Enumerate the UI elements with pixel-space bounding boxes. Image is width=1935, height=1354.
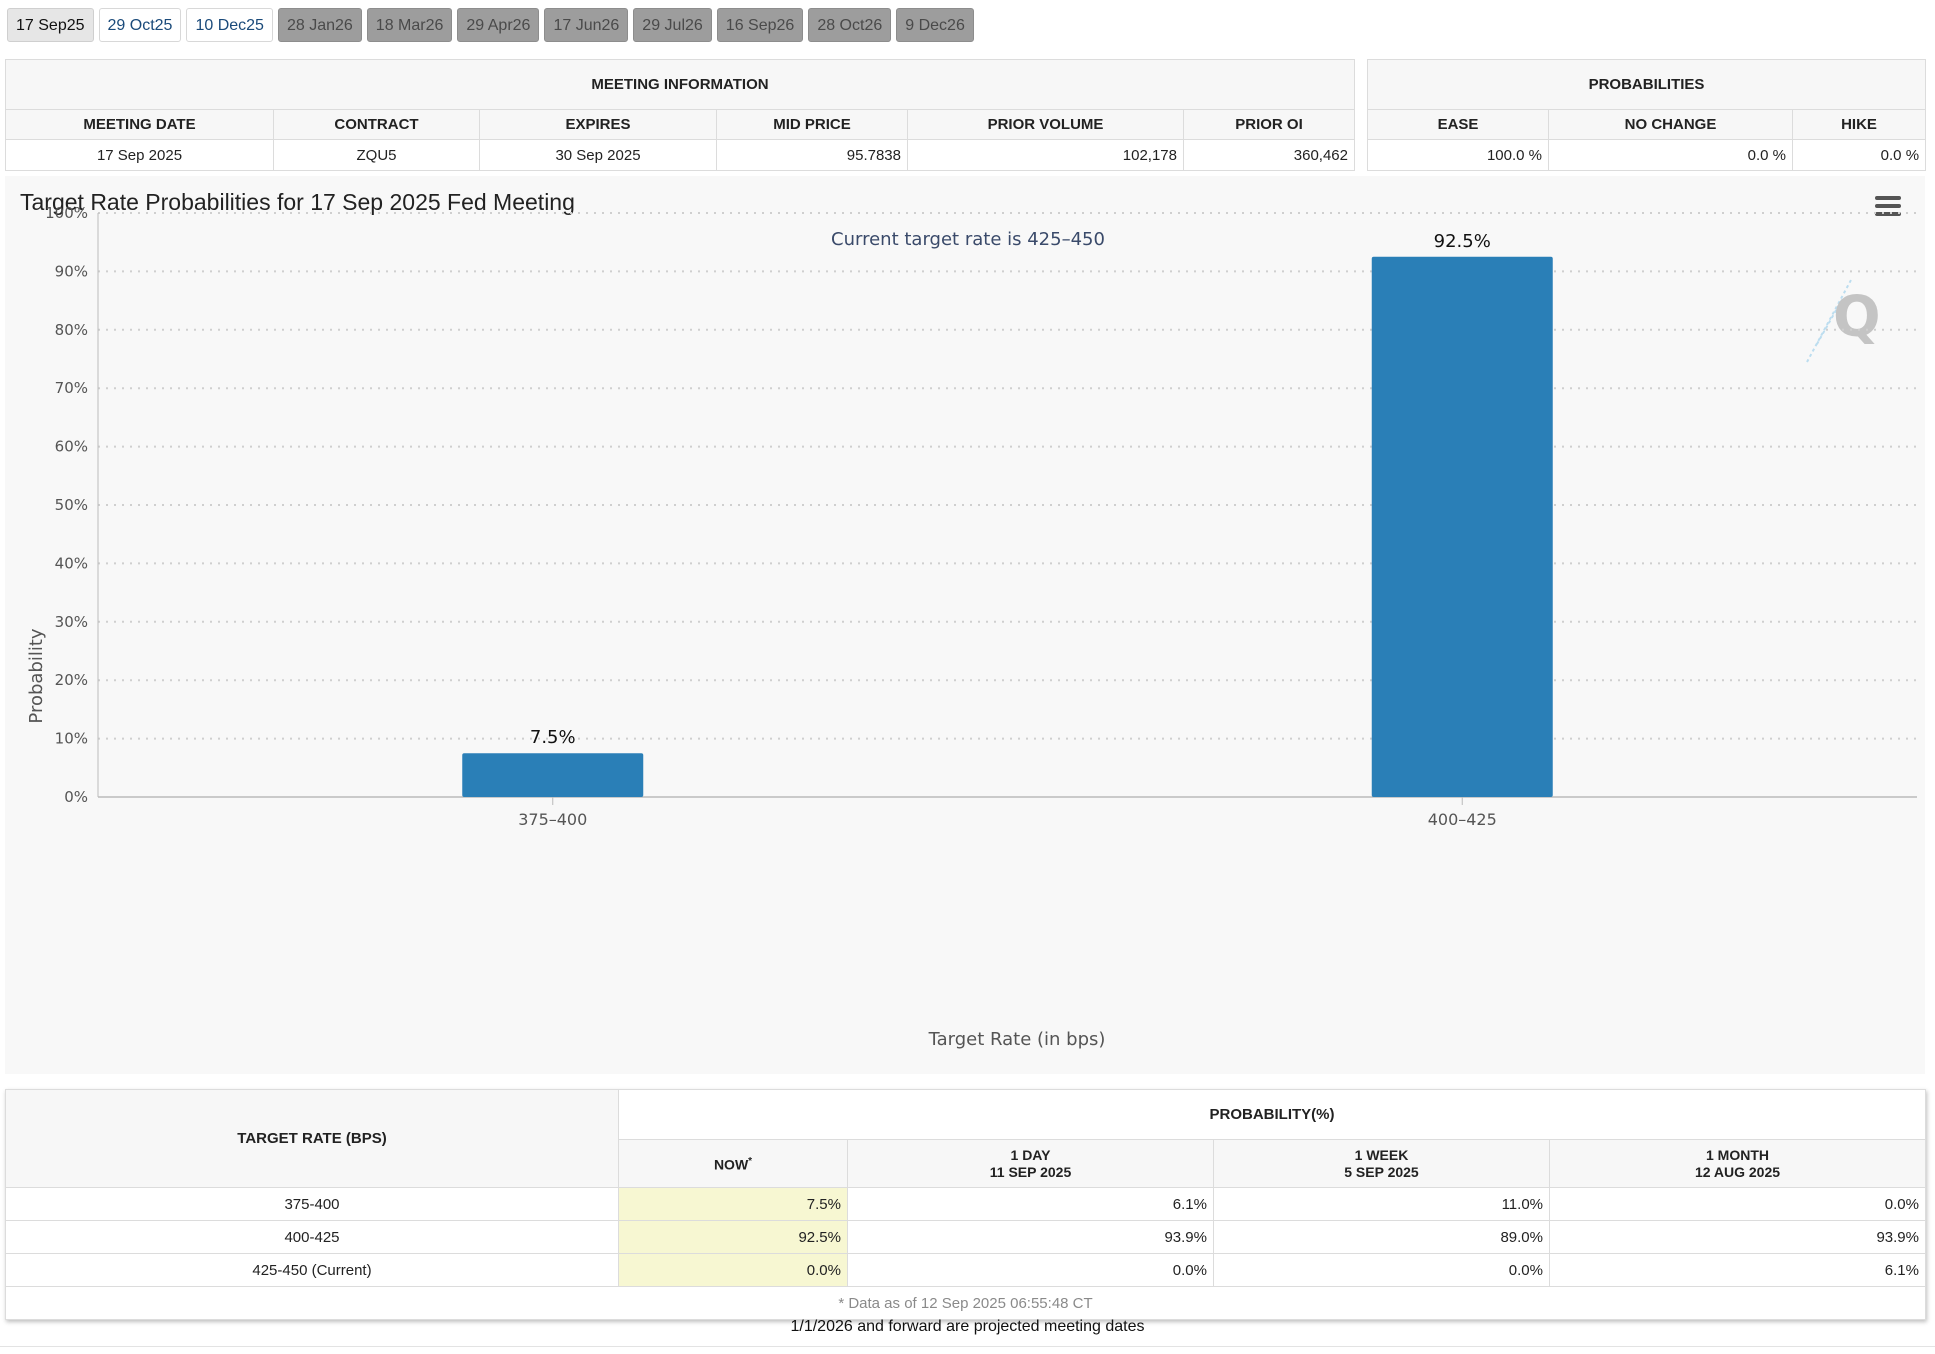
probability-value-cell: 0.0% [847, 1253, 1214, 1287]
bar[interactable] [1371, 256, 1553, 797]
target-rate-chart: Target Rate Probabilities for 17 Sep 202… [5, 176, 1925, 1074]
y-tick-label: 70% [55, 379, 88, 397]
meeting-tabs: 17 Sep25 29 Oct25 10 Dec25 28 Jan26 18 Mar26… [7, 8, 974, 44]
period-date: 11 SEP 2025 [989, 1163, 1072, 1180]
chart-axes: 0% 10% 20% 30% 40% 50% 60% 70% 80% 90% 100% 375–400… [45, 204, 1917, 829]
meeting-cell: 17 Sep 2025 [5, 139, 274, 171]
probability-column-header: EASE [1367, 109, 1549, 140]
tab-29-oct25[interactable]: 29 Oct25 [98, 8, 182, 42]
bar[interactable] [462, 753, 644, 797]
probability-value-cell: 93.9% [1549, 1220, 1926, 1254]
period-header: 1 WEEK 5 SEP 2025 [1213, 1139, 1550, 1188]
period-date: 5 SEP 2025 [1344, 1163, 1419, 1180]
chart-subtitle: Current target rate is 425–450 [831, 229, 1105, 250]
tab-10-dec25[interactable]: 10 Dec25 [186, 8, 273, 42]
probability-value-cell: 0.0% [1549, 1187, 1926, 1221]
period-label: 1 MONTH [1706, 1146, 1769, 1163]
y-tick-label: 80% [55, 321, 88, 339]
period-label: 1 WEEK [1354, 1146, 1409, 1163]
meeting-column-header: EXPIRES [479, 109, 717, 140]
y-tick-label: 90% [55, 262, 88, 280]
y-tick-label: 10% [55, 730, 88, 748]
meeting-column-header: PRIOR VOLUME [907, 109, 1184, 140]
target-rate-header: TARGET RATE (BPS) [5, 1089, 619, 1188]
tab-28-jan26[interactable]: 28 Jan26 [277, 8, 362, 42]
svg-text:Q: Q [1833, 285, 1881, 350]
meeting-cell: 95.7838 [716, 139, 908, 171]
probabilities-table: PROBABILITIES EASE NO CHANGE HIKE 100.0 % 0… [1366, 59, 1927, 171]
tab-17-sep25[interactable]: 17 Sep25 [7, 8, 94, 42]
data-timestamp-footnote: * Data as of 12 Sep 2025 06:55:48 CT [5, 1286, 1926, 1320]
period-label: 1 DAY [1010, 1146, 1051, 1163]
bar-data-label: 7.5% [530, 727, 576, 748]
tab-28-oct26[interactable]: 28 Oct26 [808, 8, 892, 42]
hamburger-menu-icon[interactable] [1875, 196, 1901, 216]
table-row: 400-425 92.5% 93.9% 89.0% 93.9% [5, 1220, 1926, 1254]
tab-18-mar26[interactable]: 18 Mar26 [366, 8, 453, 42]
meeting-cell: 102,178 [907, 139, 1184, 171]
y-tick-label: 100% [45, 204, 88, 222]
chart-bars: 7.5% 92.5% [462, 231, 1553, 797]
meeting-cell: 30 Sep 2025 [479, 139, 717, 171]
probability-value-cell: 89.0% [1213, 1220, 1550, 1254]
probability-cell: 0.0 % [1791, 139, 1927, 171]
probability-value-cell: 0.0% [618, 1253, 848, 1287]
period-date: 12 AUG 2025 [1694, 1163, 1781, 1180]
probability-value-cell: 6.1% [847, 1187, 1214, 1221]
period-label: NOW [713, 1156, 749, 1173]
chart-svg: Target Rate Probabilities for 17 Sep 202… [20, 189, 1917, 1050]
y-tick-label: 50% [55, 496, 88, 514]
probability-column-header: HIKE [1791, 109, 1927, 140]
target-rate-cell: 400-425 [5, 1220, 619, 1254]
tab-9-dec26[interactable]: 9 Dec26 [896, 8, 974, 42]
probability-value-cell: 11.0% [1213, 1187, 1550, 1221]
y-tick-label: 40% [55, 554, 88, 572]
target-rate-cell: 375-400 [5, 1187, 619, 1221]
tab-29-apr26[interactable]: 29 Apr26 [457, 8, 540, 42]
divider [0, 1346, 1935, 1347]
meeting-column-header: CONTRACT [273, 109, 480, 140]
probability-value-cell: 0.0% [1213, 1253, 1550, 1287]
x-tick-label: 400–425 [1428, 810, 1497, 829]
meeting-cell: 360,462 [1183, 139, 1355, 171]
tab-16-sep26[interactable]: 16 Sep26 [716, 8, 804, 42]
meeting-cell: ZQU5 [273, 139, 480, 171]
period-header: 1 MONTH 12 AUG 2025 [1549, 1139, 1926, 1188]
y-tick-label: 20% [55, 671, 88, 689]
y-axis-label: Probability [26, 628, 47, 723]
footnote-marker: * [748, 1156, 753, 1168]
probability-group-header: PROBABILITY(%) [618, 1089, 1926, 1140]
table-row: 375-400 7.5% 6.1% 11.0% 0.0% [5, 1187, 1926, 1221]
probability-value-cell: 92.5% [618, 1220, 848, 1254]
y-tick-label: 0% [64, 788, 88, 806]
target-rate-cell: 425-450 (Current) [5, 1253, 619, 1287]
meeting-column-header: MID PRICE [716, 109, 908, 140]
meeting-information-title: MEETING INFORMATION [5, 59, 1355, 110]
meeting-column-header: PRIOR OI [1183, 109, 1355, 140]
chart-gridlines [98, 212, 1917, 740]
projected-dates-note: 1/1/2026 and forward are projected meeti… [790, 1318, 1145, 1335]
x-axis-label: Target Rate (in bps) [928, 1029, 1106, 1050]
probability-cell: 0.0 % [1548, 139, 1793, 171]
tab-17-jun26[interactable]: 17 Jun26 [544, 8, 629, 42]
probability-cell: 100.0 % [1367, 139, 1549, 171]
y-tick-label: 60% [55, 438, 88, 456]
probability-value-cell: 7.5% [618, 1187, 848, 1221]
meeting-information-table: MEETING INFORMATION MEETING DATE CONTRACT… [5, 59, 1355, 171]
chart-title: Target Rate Probabilities for 17 Sep 202… [20, 189, 575, 215]
period-header: 1 DAY 11 SEP 2025 [847, 1139, 1214, 1188]
probabilities-title: PROBABILITIES [1366, 59, 1927, 110]
target-rate-probability-table: TARGET RATE (BPS) PROBABILITY(%) NOW* 1 D… [5, 1089, 1926, 1320]
probability-column-header: NO CHANGE [1548, 109, 1793, 140]
probability-value-cell: 6.1% [1549, 1253, 1926, 1287]
table-row: 425-450 (Current) 0.0% 0.0% 0.0% 6.1% [5, 1253, 1926, 1287]
q-logo-icon: Q [1806, 279, 1881, 363]
period-header: NOW* [618, 1139, 848, 1188]
probability-value-cell: 93.9% [847, 1220, 1214, 1254]
y-tick-label: 30% [55, 613, 88, 631]
meeting-column-header: MEETING DATE [5, 109, 274, 140]
bar-data-label: 92.5% [1434, 231, 1491, 252]
x-tick-label: 375–400 [518, 810, 587, 829]
tab-29-jul26[interactable]: 29 Jul26 [633, 8, 712, 42]
